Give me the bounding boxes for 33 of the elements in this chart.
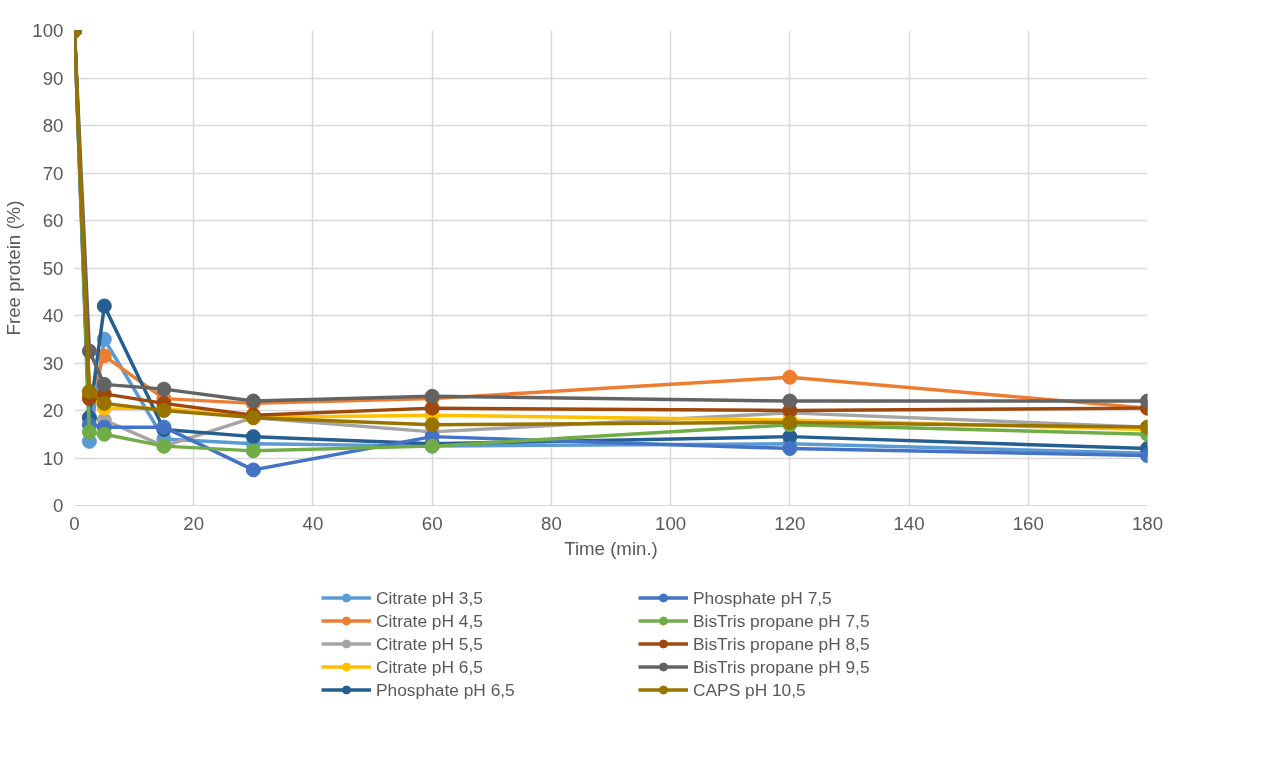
x-tick-label: 140: [893, 512, 925, 534]
x-tick-label: 20: [183, 512, 205, 534]
y-tick-label: 50: [42, 257, 64, 279]
legend-label: CAPS pH 10,5: [693, 679, 807, 700]
legend-label: Citrate pH 6,5: [376, 656, 484, 677]
x-tick-label: 100: [655, 512, 687, 534]
legend-label: Citrate pH 5,5: [376, 633, 484, 654]
legend-label: Citrate pH 3,5: [376, 587, 484, 608]
y-tick-label: 60: [42, 210, 64, 231]
legend-label: Citrate pH 4,5: [376, 610, 484, 631]
x-tick-label: 60: [421, 512, 443, 534]
legend-label: BisTris propane pH 9,5: [693, 656, 871, 677]
y-axis-title: Free protein (%): [3, 200, 25, 336]
legend-label: Phosphate pH 6,5: [376, 679, 516, 700]
x-tick-label: 180: [1131, 512, 1164, 534]
x-tick-label: 80: [541, 512, 562, 534]
y-tick-label: 20: [42, 400, 64, 421]
y-tick-label: 100: [32, 20, 64, 41]
legend-label: BisTris propane pH 7,5: [693, 610, 871, 631]
x-tick-label: 0: [69, 512, 80, 534]
legend-label: Phosphate pH 7,5: [693, 587, 833, 608]
y-tick-label: 10: [42, 447, 64, 469]
x-tick-label: 120: [774, 512, 806, 534]
y-tick-label: 0: [53, 495, 64, 516]
x-tick-label: 40: [302, 512, 324, 534]
y-tick-label: 40: [42, 305, 64, 326]
x-axis-title: Time (min.): [564, 537, 658, 559]
legend-label: BisTris propane pH 8,5: [693, 633, 871, 654]
y-tick-label: 80: [42, 115, 64, 136]
y-tick-label: 30: [42, 352, 64, 374]
x-tick-label: 160: [1012, 512, 1044, 534]
y-tick-label: 70: [42, 162, 64, 184]
y-tick-label: 90: [42, 67, 64, 89]
